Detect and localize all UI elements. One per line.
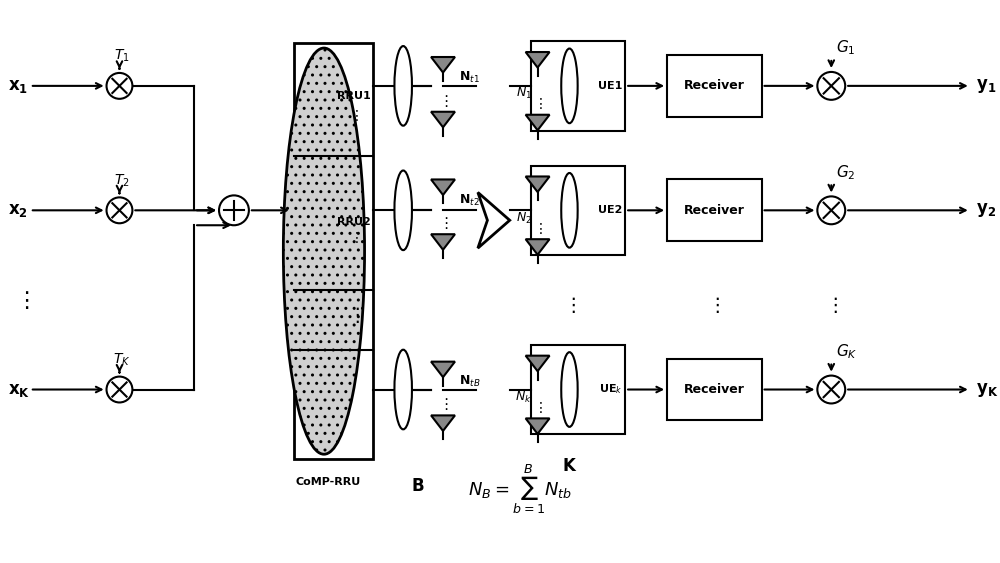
Text: $G_1$: $G_1$ [836,39,856,57]
Circle shape [817,376,845,404]
Polygon shape [431,234,455,250]
Text: $\vdots$: $\vdots$ [15,289,29,311]
Text: B: B [412,477,424,495]
Text: $\vdots$: $\vdots$ [533,96,542,111]
Text: $\vdots$: $\vdots$ [438,396,448,413]
Circle shape [817,72,845,100]
Text: $\mathbf{y_2}$: $\mathbf{y_2}$ [976,202,996,220]
Text: $\mathbf{y_K}$: $\mathbf{y_K}$ [976,381,998,399]
Bar [667,180,762,241]
Text: $\mathbf{x_K}$: $\mathbf{x_K}$ [8,381,30,399]
Text: N$_{tB}$: N$_{tB}$ [459,374,480,389]
Text: $G_K$: $G_K$ [836,342,858,361]
Text: $\vdots$: $\vdots$ [347,305,360,325]
Text: $T_2$: $T_2$ [114,172,129,189]
Text: Receiver: Receiver [684,79,745,92]
Polygon shape [526,356,550,371]
Bar [667,55,762,117]
Text: CoMP-RRU: CoMP-RRU [296,477,361,487]
Circle shape [107,198,132,224]
Polygon shape [526,52,550,68]
Text: $\vdots$: $\vdots$ [533,400,542,415]
Text: $\mathbf{x_1}$: $\mathbf{x_1}$ [8,77,28,95]
Circle shape [817,196,845,224]
Bar [667,359,762,421]
Bar [531,41,625,131]
Bar [531,166,625,255]
Bar [294,43,373,459]
Polygon shape [478,193,510,248]
Circle shape [107,377,132,403]
Polygon shape [526,115,550,130]
Text: $\vdots$: $\vdots$ [533,221,542,236]
Polygon shape [526,418,550,434]
Polygon shape [431,361,455,377]
Text: $T_K$: $T_K$ [113,351,130,368]
Text: $\mathbf{K}$: $\mathbf{K}$ [562,457,577,475]
Text: RRU1: RRU1 [337,91,370,101]
Polygon shape [526,176,550,192]
Ellipse shape [283,48,365,454]
Text: $\vdots$: $\vdots$ [707,295,720,315]
Text: RRU2: RRU2 [337,217,370,227]
Text: $\mathbf{y_1}$: $\mathbf{y_1}$ [976,77,996,95]
Text: $\vdots$: $\vdots$ [349,230,358,245]
Text: UE1: UE1 [598,81,622,91]
Polygon shape [431,57,455,73]
Text: $G_2$: $G_2$ [836,163,856,182]
Circle shape [107,73,132,99]
Text: $\mathbf{x_2}$: $\mathbf{x_2}$ [8,202,28,220]
Text: $N_B = \sum_{b=1}^{B} N_{tb}$: $N_B = \sum_{b=1}^{B} N_{tb}$ [468,462,572,516]
Polygon shape [431,180,455,195]
Polygon shape [431,112,455,127]
Text: $N_1$: $N_1$ [516,86,532,101]
Text: $\vdots$: $\vdots$ [825,295,838,315]
Text: $\vdots$: $\vdots$ [438,215,448,231]
Text: UE2: UE2 [598,205,622,215]
Text: $\vdots$: $\vdots$ [563,295,576,315]
Text: N$_{t1}$: N$_{t1}$ [459,70,480,86]
Text: $N_2$: $N_2$ [516,211,532,226]
Text: $\vdots$: $\vdots$ [438,93,448,109]
Text: N$_{t2}$: N$_{t2}$ [459,193,480,208]
Text: Receiver: Receiver [684,383,745,396]
Circle shape [219,195,249,225]
Text: UE$_k$: UE$_k$ [599,383,622,396]
Text: $\vdots$: $\vdots$ [349,108,358,123]
Text: $T_1$: $T_1$ [114,48,129,64]
Polygon shape [526,239,550,254]
Polygon shape [431,415,455,431]
Text: Receiver: Receiver [684,204,745,217]
Bar [531,345,625,434]
Text: $N_k$: $N_k$ [515,390,532,405]
